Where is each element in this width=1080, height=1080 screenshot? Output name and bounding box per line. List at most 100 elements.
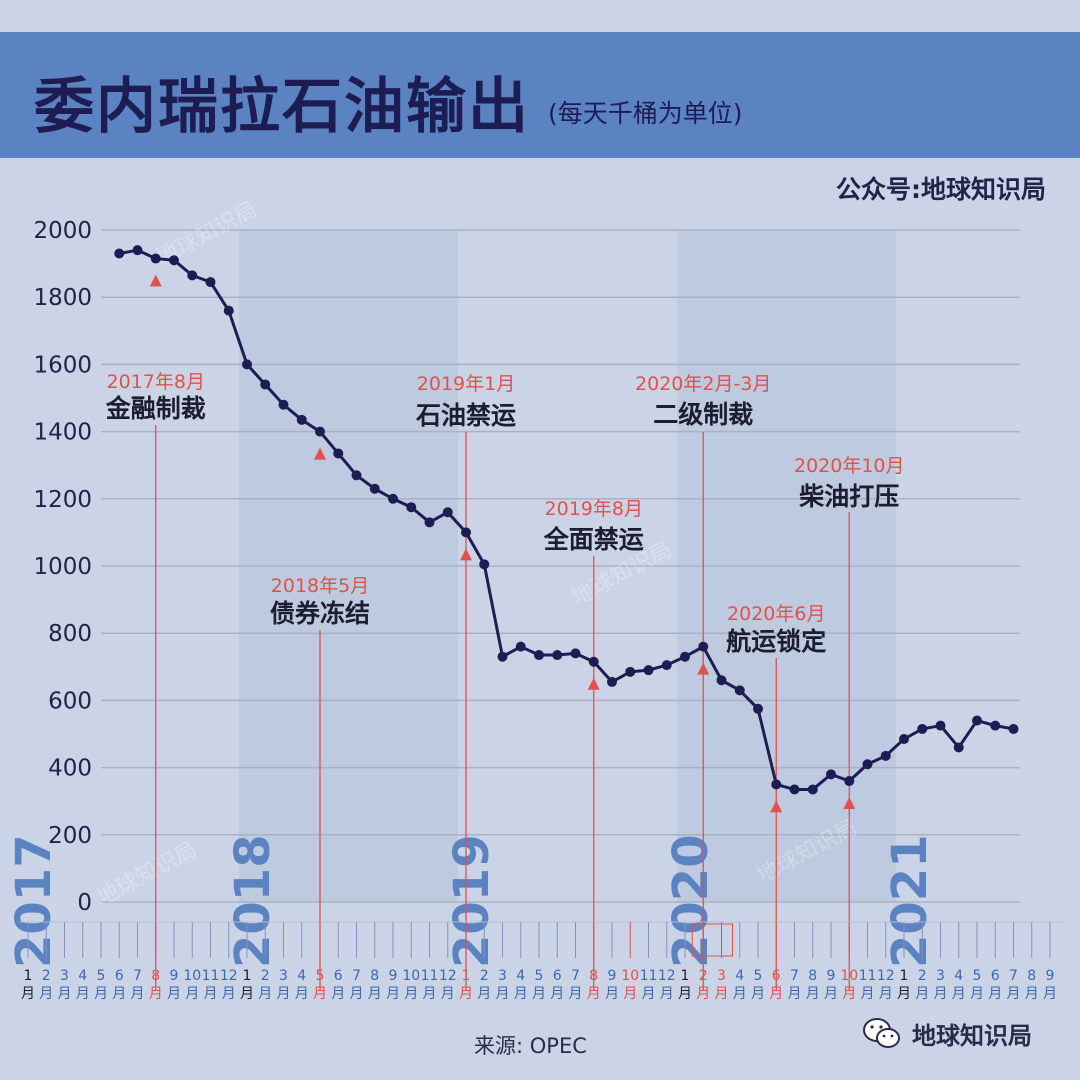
month-unit: 月 xyxy=(295,986,309,1002)
y-tick-label: 1200 xyxy=(33,487,92,513)
range-bracket xyxy=(691,923,733,957)
wechat-icon xyxy=(863,1017,900,1048)
month-unit: 月 xyxy=(1007,986,1021,1002)
data-point xyxy=(953,742,964,753)
data-point xyxy=(150,253,161,264)
data-point xyxy=(278,399,289,410)
annotation-event: 二级制裁 xyxy=(653,400,753,429)
data-point xyxy=(680,651,690,662)
month-number: 3 xyxy=(717,968,726,984)
annotation-arrow xyxy=(697,662,710,675)
month-unit: 月 xyxy=(149,986,163,1002)
data-point xyxy=(552,650,563,661)
month-number: 11 xyxy=(421,968,439,984)
month-number: 3 xyxy=(936,968,945,984)
month-number: 2 xyxy=(480,968,489,984)
data-point xyxy=(643,665,654,676)
y-tick-label: 800 xyxy=(48,621,92,647)
month-unit: 月 xyxy=(605,986,619,1002)
month-unit: 月 xyxy=(240,986,254,1002)
month-unit: 月 xyxy=(715,986,729,1002)
header-bar xyxy=(0,32,1080,158)
month-number: 7 xyxy=(352,968,361,984)
chart-title: 委内瑞拉石油输出 xyxy=(34,72,530,142)
annotation-event: 全面禁运 xyxy=(543,525,644,554)
annotation-event: 航运锁定 xyxy=(726,627,826,656)
data-point xyxy=(369,483,380,494)
month-number: 7 xyxy=(1009,968,1018,984)
month-unit: 月 xyxy=(58,986,72,1002)
month-unit: 月 xyxy=(423,986,437,1002)
data-point xyxy=(424,517,435,528)
data-point xyxy=(862,759,873,770)
month-number: 7 xyxy=(571,968,580,984)
annotation-arrow xyxy=(770,800,783,813)
data-point xyxy=(406,502,417,513)
y-tick-label: 1800 xyxy=(33,285,92,311)
month-number: 2 xyxy=(918,968,927,984)
month-number: 8 xyxy=(1027,968,1036,984)
month-number: 2 xyxy=(261,968,270,984)
data-point xyxy=(972,715,982,726)
data-point xyxy=(753,703,763,714)
month-unit: 月 xyxy=(952,986,966,1002)
wechat-brand: 地球知识局 xyxy=(862,1016,1032,1051)
month-unit: 月 xyxy=(477,986,491,1002)
month-number: 9 xyxy=(170,968,179,984)
month-number: 2 xyxy=(699,968,708,984)
data-point xyxy=(899,734,909,745)
month-number: 5 xyxy=(754,968,763,984)
y-tick-label: 600 xyxy=(48,688,92,714)
y-tick-label: 200 xyxy=(48,823,92,849)
month-unit: 月 xyxy=(277,986,291,1002)
month-unit: 月 xyxy=(788,986,802,1002)
month-unit: 月 xyxy=(131,986,145,1002)
month-number: 4 xyxy=(297,968,306,984)
annotation-event: 债券冻结 xyxy=(270,599,370,628)
annotation-event: 金融制裁 xyxy=(105,394,206,423)
month-number: 11 xyxy=(859,968,877,984)
month-unit: 月 xyxy=(76,986,90,1002)
year-label: 2017 xyxy=(6,834,62,968)
month-number: 4 xyxy=(78,968,87,984)
data-point xyxy=(607,676,617,687)
y-tick-label: 1400 xyxy=(33,420,92,446)
month-number: 10 xyxy=(402,968,420,984)
data-point xyxy=(442,507,453,518)
month-unit: 月 xyxy=(313,986,327,1002)
data-point xyxy=(315,426,325,437)
month-number: 1 xyxy=(24,968,33,984)
month-number: 9 xyxy=(827,968,836,984)
wechat-brand-label: 地球知识局 xyxy=(912,1022,1032,1050)
data-point xyxy=(296,414,307,425)
month-unit: 月 xyxy=(514,986,528,1002)
month-number: 5 xyxy=(316,968,325,984)
data-point xyxy=(132,245,143,256)
month-number: 4 xyxy=(516,968,525,984)
y-tick-label: 0 xyxy=(77,890,92,916)
year-label: 2020 xyxy=(663,834,719,968)
month-unit: 月 xyxy=(642,986,656,1002)
month-unit: 月 xyxy=(386,986,400,1002)
month-unit: 月 xyxy=(897,986,911,1002)
data-point xyxy=(917,723,928,734)
data-point xyxy=(333,448,344,459)
month-unit: 月 xyxy=(623,986,637,1002)
data-point xyxy=(844,776,855,787)
month-unit: 月 xyxy=(39,986,53,1002)
month-unit: 月 xyxy=(21,986,35,1002)
data-point xyxy=(570,648,581,659)
annotation-arrow xyxy=(460,548,472,561)
month-unit: 月 xyxy=(331,986,345,1002)
month-unit: 月 xyxy=(204,986,218,1002)
annotation-arrow xyxy=(587,677,600,690)
data-point xyxy=(807,784,818,795)
month-number: 4 xyxy=(954,968,963,984)
annotation-date: 2018年5月 xyxy=(271,575,369,597)
y-tick-label: 2000 xyxy=(33,218,92,244)
month-number: 7 xyxy=(133,968,142,984)
month-unit: 月 xyxy=(1043,986,1057,1002)
month-number: 3 xyxy=(60,968,69,984)
month-unit: 月 xyxy=(496,986,510,1002)
